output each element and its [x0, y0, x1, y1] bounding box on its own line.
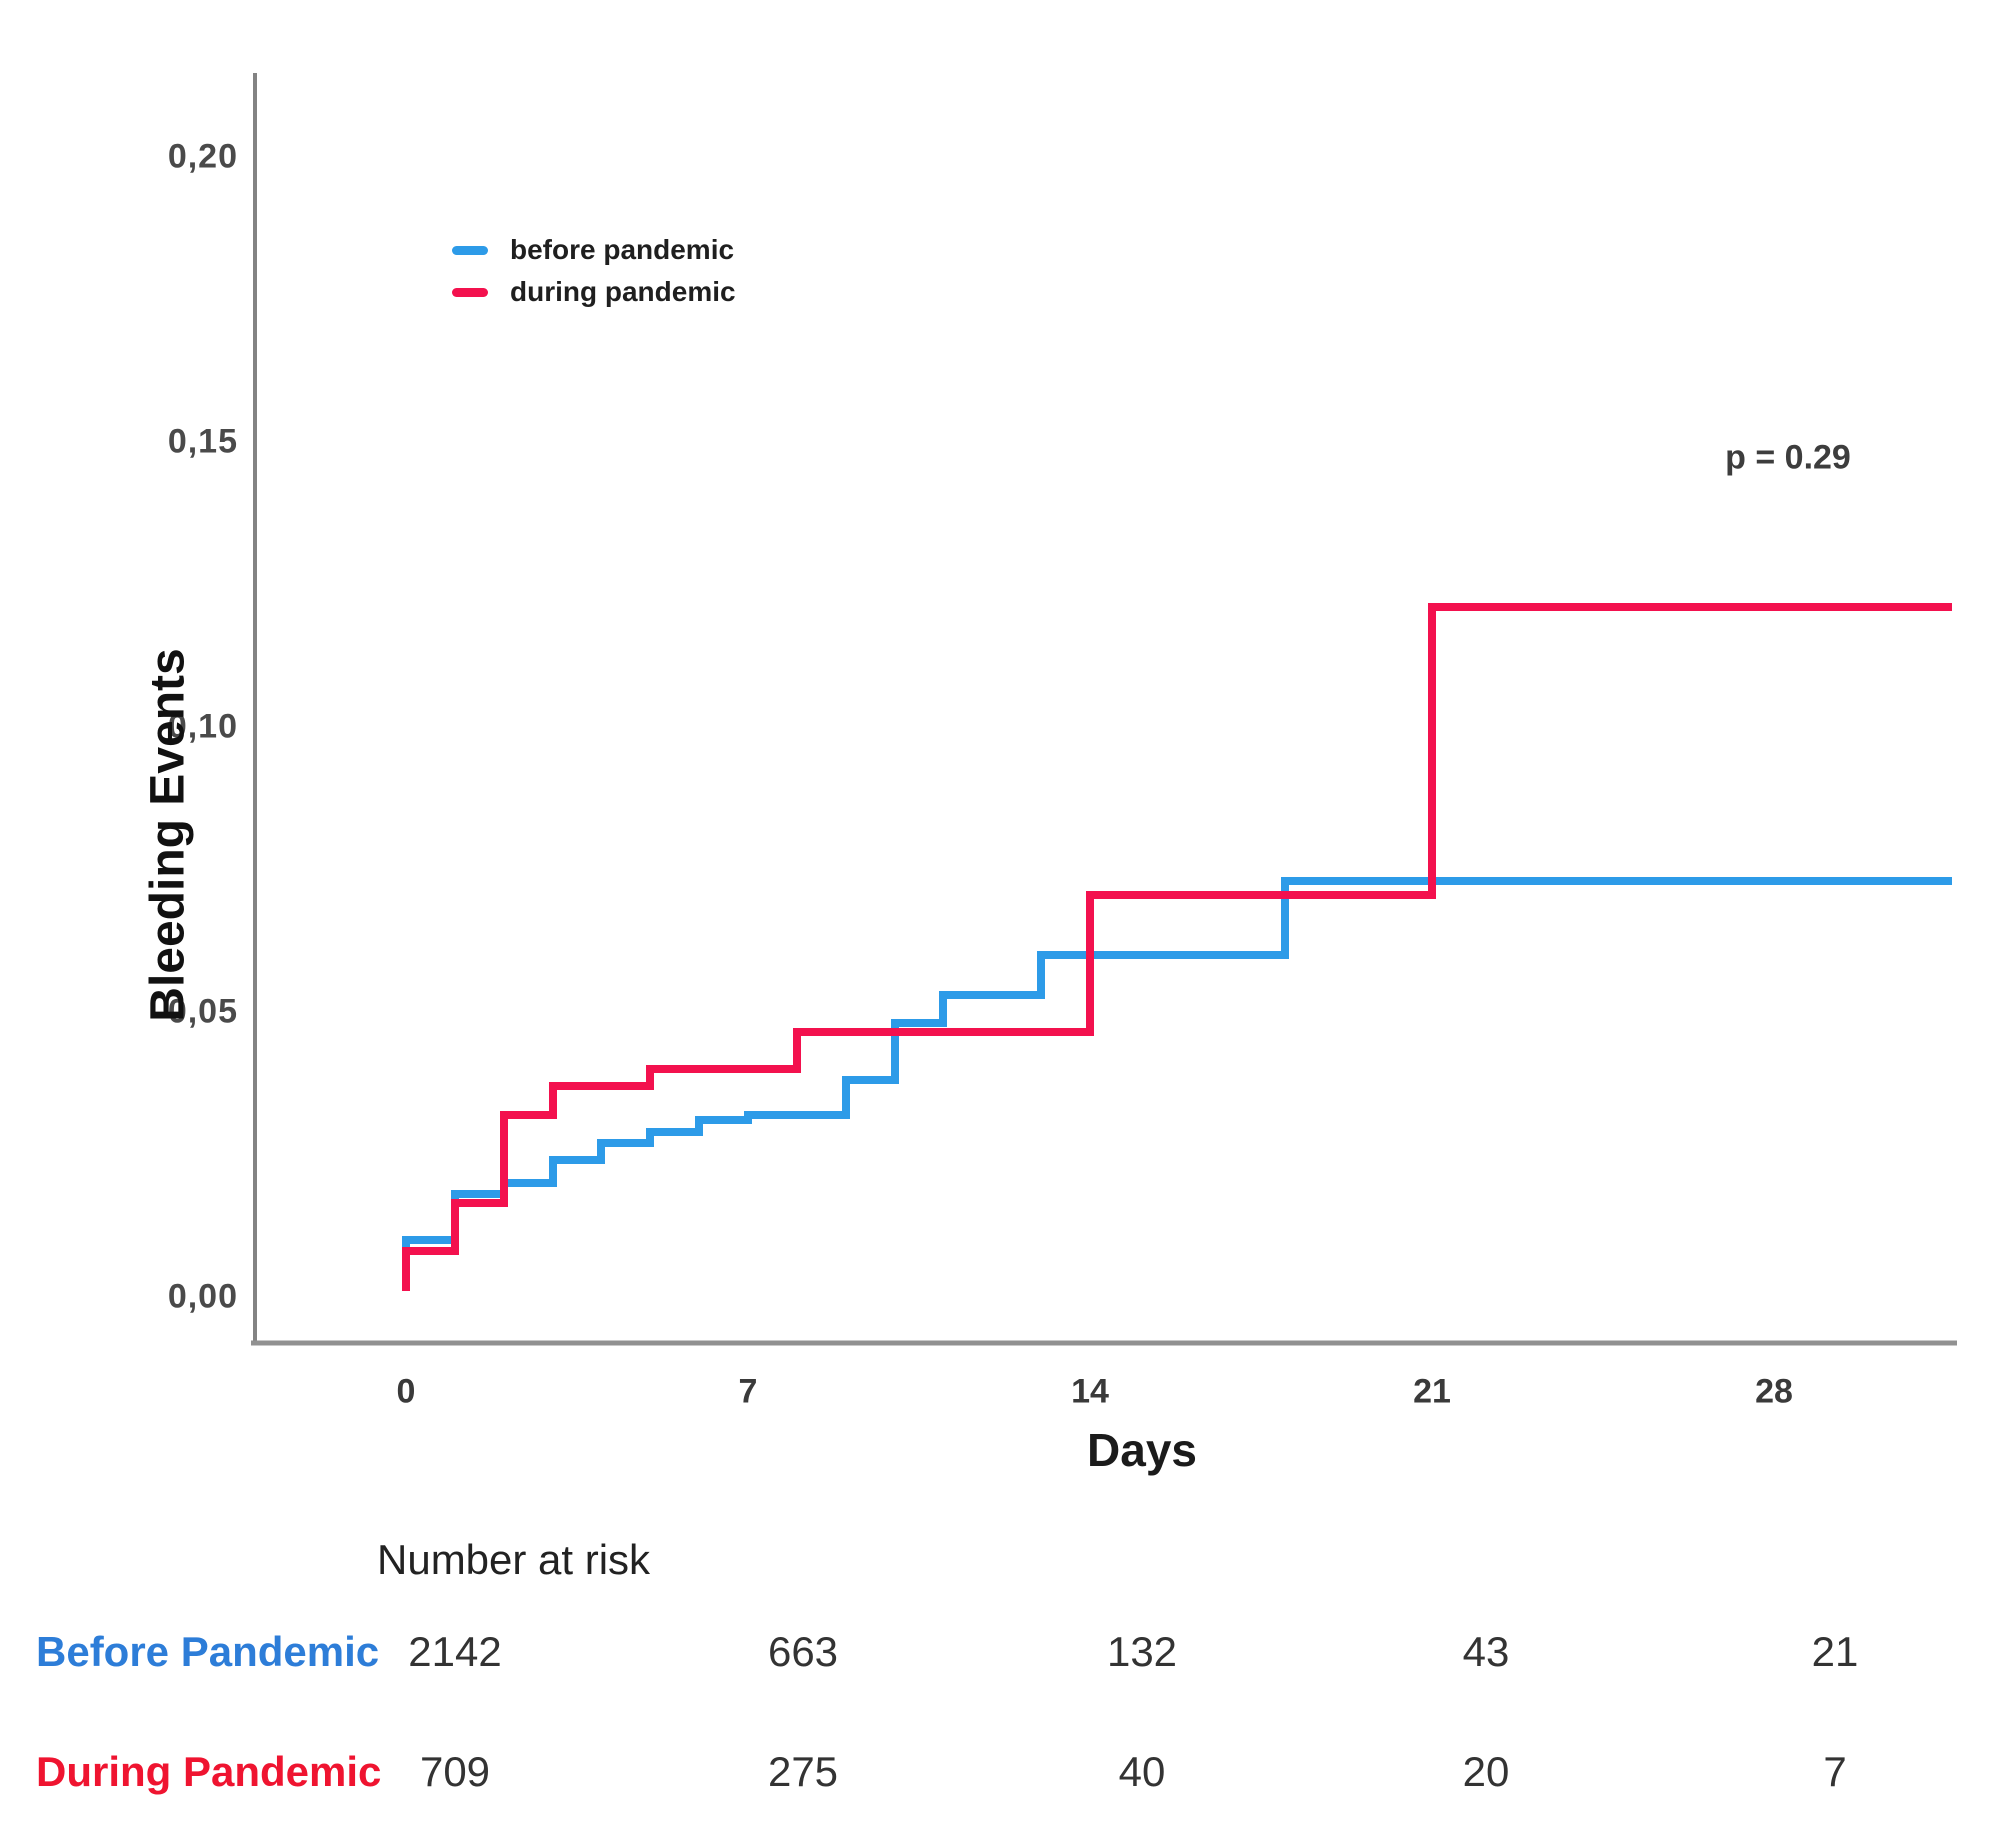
risk-value: 7: [1823, 1748, 1847, 1795]
p-value-annotation: p = 0.29: [1725, 438, 1851, 477]
y-tick-0-20: 0,20: [167, 137, 238, 176]
legend-label-during: during pandemic: [510, 276, 736, 307]
risk-value: 43: [1462, 1628, 1510, 1675]
y-tick-0-05: 0,05: [167, 992, 238, 1031]
risk-value: 275: [767, 1748, 839, 1795]
x-tick-0: 0: [396, 1372, 416, 1411]
risk-value: 709: [419, 1748, 491, 1795]
risk-value: 20: [1462, 1748, 1510, 1795]
risk-row-label-during: During Pandemic: [36, 1748, 382, 1795]
x-tick-7: 7: [738, 1372, 758, 1411]
legend-item-before: before pandemic: [452, 229, 736, 271]
y-tick-0-10: 0,10: [167, 707, 238, 746]
legend-dash-during-icon: [452, 287, 488, 297]
legend-label-before: before pandemic: [510, 234, 735, 265]
risk-value: 40: [1118, 1748, 1166, 1795]
x-tick-14: 14: [1071, 1372, 1109, 1411]
y-axis-title: Bleeding Events: [141, 648, 195, 1022]
x-tick-21: 21: [1413, 1372, 1451, 1411]
y-tick-0-00: 0,00: [167, 1277, 238, 1316]
risk-value: 21: [1811, 1628, 1859, 1675]
curve-during-pandemic: [402, 603, 1952, 1291]
legend: before pandemic during pandemic: [452, 229, 736, 313]
risk-value: 132: [1106, 1628, 1178, 1675]
x-axis-title: Days: [1087, 1424, 1197, 1476]
risk-table-header: Number at risk: [377, 1536, 651, 1583]
risk-value: 663: [767, 1628, 839, 1675]
curve-before-pandemic: [402, 877, 1952, 1269]
x-tick-28: 28: [1755, 1372, 1793, 1411]
risk-row-label-before: Before Pandemic: [36, 1628, 380, 1675]
y-tick-0-15: 0,15: [167, 422, 238, 461]
legend-item-during: during pandemic: [452, 271, 736, 313]
legend-dash-before-icon: [452, 245, 488, 255]
risk-value: 2142: [408, 1628, 502, 1675]
